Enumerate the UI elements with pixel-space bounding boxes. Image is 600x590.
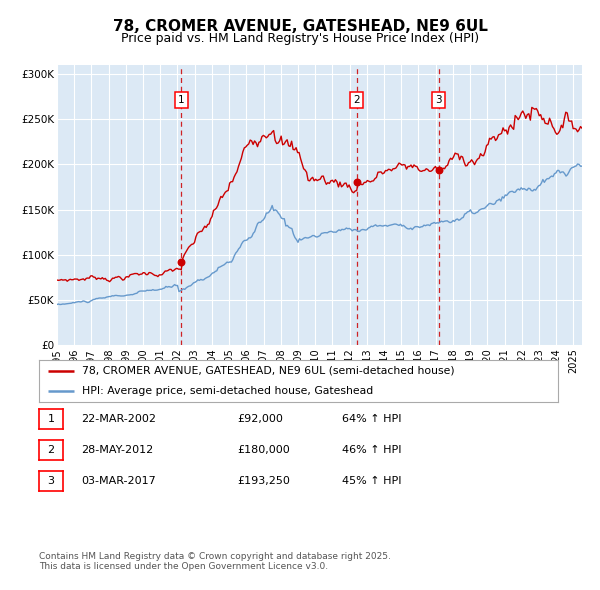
Text: 3: 3 [436, 95, 442, 105]
Text: Contains HM Land Registry data © Crown copyright and database right 2025.
This d: Contains HM Land Registry data © Crown c… [39, 552, 391, 571]
Text: 64% ↑ HPI: 64% ↑ HPI [342, 414, 401, 424]
Text: 1: 1 [178, 95, 185, 105]
Text: 45% ↑ HPI: 45% ↑ HPI [342, 477, 401, 486]
Text: 78, CROMER AVENUE, GATESHEAD, NE9 6UL (semi-detached house): 78, CROMER AVENUE, GATESHEAD, NE9 6UL (s… [82, 366, 454, 376]
Text: 3: 3 [47, 477, 55, 486]
Text: 1: 1 [47, 414, 55, 424]
Point [434, 166, 443, 175]
Point [352, 178, 361, 187]
Point [176, 257, 186, 267]
Text: 28-MAY-2012: 28-MAY-2012 [81, 445, 153, 455]
Text: 2: 2 [353, 95, 360, 105]
Text: 22-MAR-2002: 22-MAR-2002 [81, 414, 156, 424]
Text: 2: 2 [47, 445, 55, 455]
Text: 03-MAR-2017: 03-MAR-2017 [81, 477, 156, 486]
Text: 78, CROMER AVENUE, GATESHEAD, NE9 6UL: 78, CROMER AVENUE, GATESHEAD, NE9 6UL [113, 19, 487, 34]
Text: £92,000: £92,000 [237, 414, 283, 424]
Text: Price paid vs. HM Land Registry's House Price Index (HPI): Price paid vs. HM Land Registry's House … [121, 32, 479, 45]
Text: HPI: Average price, semi-detached house, Gateshead: HPI: Average price, semi-detached house,… [82, 386, 373, 396]
Text: 46% ↑ HPI: 46% ↑ HPI [342, 445, 401, 455]
Text: £180,000: £180,000 [237, 445, 290, 455]
Text: £193,250: £193,250 [237, 477, 290, 486]
